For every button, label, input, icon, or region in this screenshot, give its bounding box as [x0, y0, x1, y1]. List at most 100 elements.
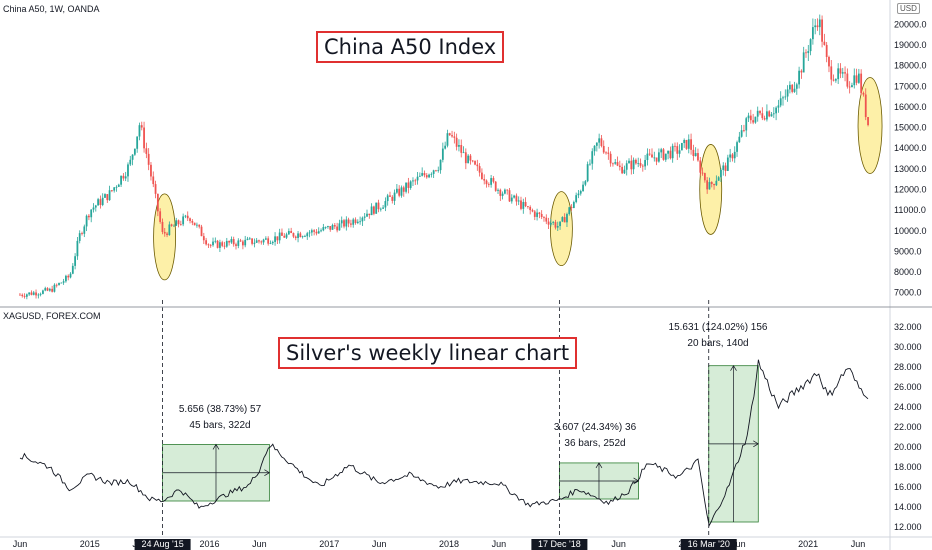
candle-body: [628, 160, 630, 164]
candle-body: [469, 155, 472, 161]
candle-body: [322, 227, 325, 231]
candle-body: [48, 288, 51, 291]
measurement-arrow-right: [264, 469, 271, 477]
candle-body: [74, 256, 77, 266]
candle-body: [441, 148, 444, 160]
candle-body: [304, 236, 306, 238]
candle-body: [451, 135, 453, 137]
candle-body: [554, 222, 557, 228]
candle-body: [823, 41, 826, 45]
candle-body: [708, 182, 711, 190]
candle-body: [474, 161, 476, 165]
candle-body: [361, 217, 364, 222]
candle-body: [32, 292, 35, 295]
candle-body: [784, 96, 787, 98]
date-markers: [162, 300, 710, 537]
candle-body: [329, 226, 332, 230]
bottom-chart-title: Silver's weekly linear chart: [278, 337, 578, 369]
candle-body: [320, 230, 322, 232]
candle-body: [676, 146, 679, 154]
candle-body: [726, 157, 729, 171]
bottom-y-tick-label: 32.000: [894, 322, 922, 332]
candle-body: [446, 133, 449, 146]
x-tick-highlight: [680, 539, 737, 550]
measurement-arrow-up: [212, 443, 220, 450]
candle-body: [23, 296, 26, 297]
candlestick-series: [19, 14, 869, 300]
candle-body: [722, 165, 725, 170]
candle-body: [246, 238, 249, 240]
candle-body: [589, 163, 591, 165]
candle-body: [407, 182, 410, 188]
candle-body: [800, 70, 803, 73]
x-tick-label: Jun: [611, 539, 626, 549]
candle-body: [510, 197, 513, 202]
candle-body: [377, 202, 380, 210]
candle-body: [269, 243, 272, 244]
candle-body: [65, 275, 67, 282]
candle-body: [356, 221, 359, 223]
x-tick-label: 2016: [200, 539, 220, 549]
candle-body: [37, 294, 40, 296]
candle-body: [678, 150, 681, 154]
candle-body: [313, 230, 316, 232]
candle-body: [616, 162, 619, 166]
candle-body: [570, 207, 573, 209]
top-y-tick-label: 7000.0: [894, 288, 922, 298]
candle-body: [802, 52, 805, 73]
candle-body: [752, 120, 755, 123]
candle-body: [104, 194, 106, 198]
candle-body: [25, 294, 28, 297]
top-y-tick-label: 17000.0: [894, 81, 927, 91]
candle-body: [384, 201, 387, 208]
candle-body: [393, 192, 396, 201]
candle-body: [370, 206, 373, 216]
candle-body: [699, 160, 702, 173]
candle-body: [136, 136, 139, 149]
candle-body: [830, 66, 833, 80]
candle-body: [844, 72, 846, 74]
candle-body: [743, 130, 745, 132]
candle-body: [168, 224, 171, 236]
candle-body: [713, 184, 715, 186]
candle-body: [154, 184, 157, 194]
candle-body: [632, 159, 635, 170]
top-y-tick-label: 11000.0: [894, 205, 926, 215]
candle-body: [864, 94, 867, 118]
candle-body: [131, 154, 134, 160]
candle-body: [671, 145, 674, 159]
x-tick-label: 2018: [439, 539, 459, 549]
candle-body: [600, 138, 603, 146]
candle-body: [35, 292, 37, 296]
candle-body: [464, 152, 467, 164]
candle-body: [837, 68, 840, 80]
candle-body: [834, 79, 837, 81]
candle-body: [648, 153, 651, 155]
candle-body: [556, 226, 559, 228]
candle-body: [662, 149, 665, 160]
candle-body: [614, 162, 617, 164]
candle-body: [205, 240, 208, 245]
candle-body: [540, 213, 543, 218]
candle-body: [110, 190, 113, 192]
candle-body: [485, 180, 488, 185]
candle-body: [697, 153, 699, 161]
candle-body: [421, 173, 424, 176]
candle-body: [841, 72, 844, 74]
candle-body: [428, 174, 430, 178]
candle-body: [336, 226, 339, 231]
candle-body: [625, 163, 628, 170]
x-tick-label: 16 Mar '20: [688, 539, 730, 549]
candle-body: [515, 195, 518, 202]
candle-body: [476, 164, 479, 167]
x-tick-highlight: [134, 539, 191, 550]
candle-body: [310, 230, 313, 233]
candle-body: [577, 193, 580, 196]
candle-body: [379, 208, 382, 210]
candle-body: [811, 27, 814, 40]
candle-body: [549, 222, 552, 225]
candle-body: [766, 111, 768, 120]
candle-body: [483, 179, 486, 181]
candle-body: [593, 145, 596, 152]
